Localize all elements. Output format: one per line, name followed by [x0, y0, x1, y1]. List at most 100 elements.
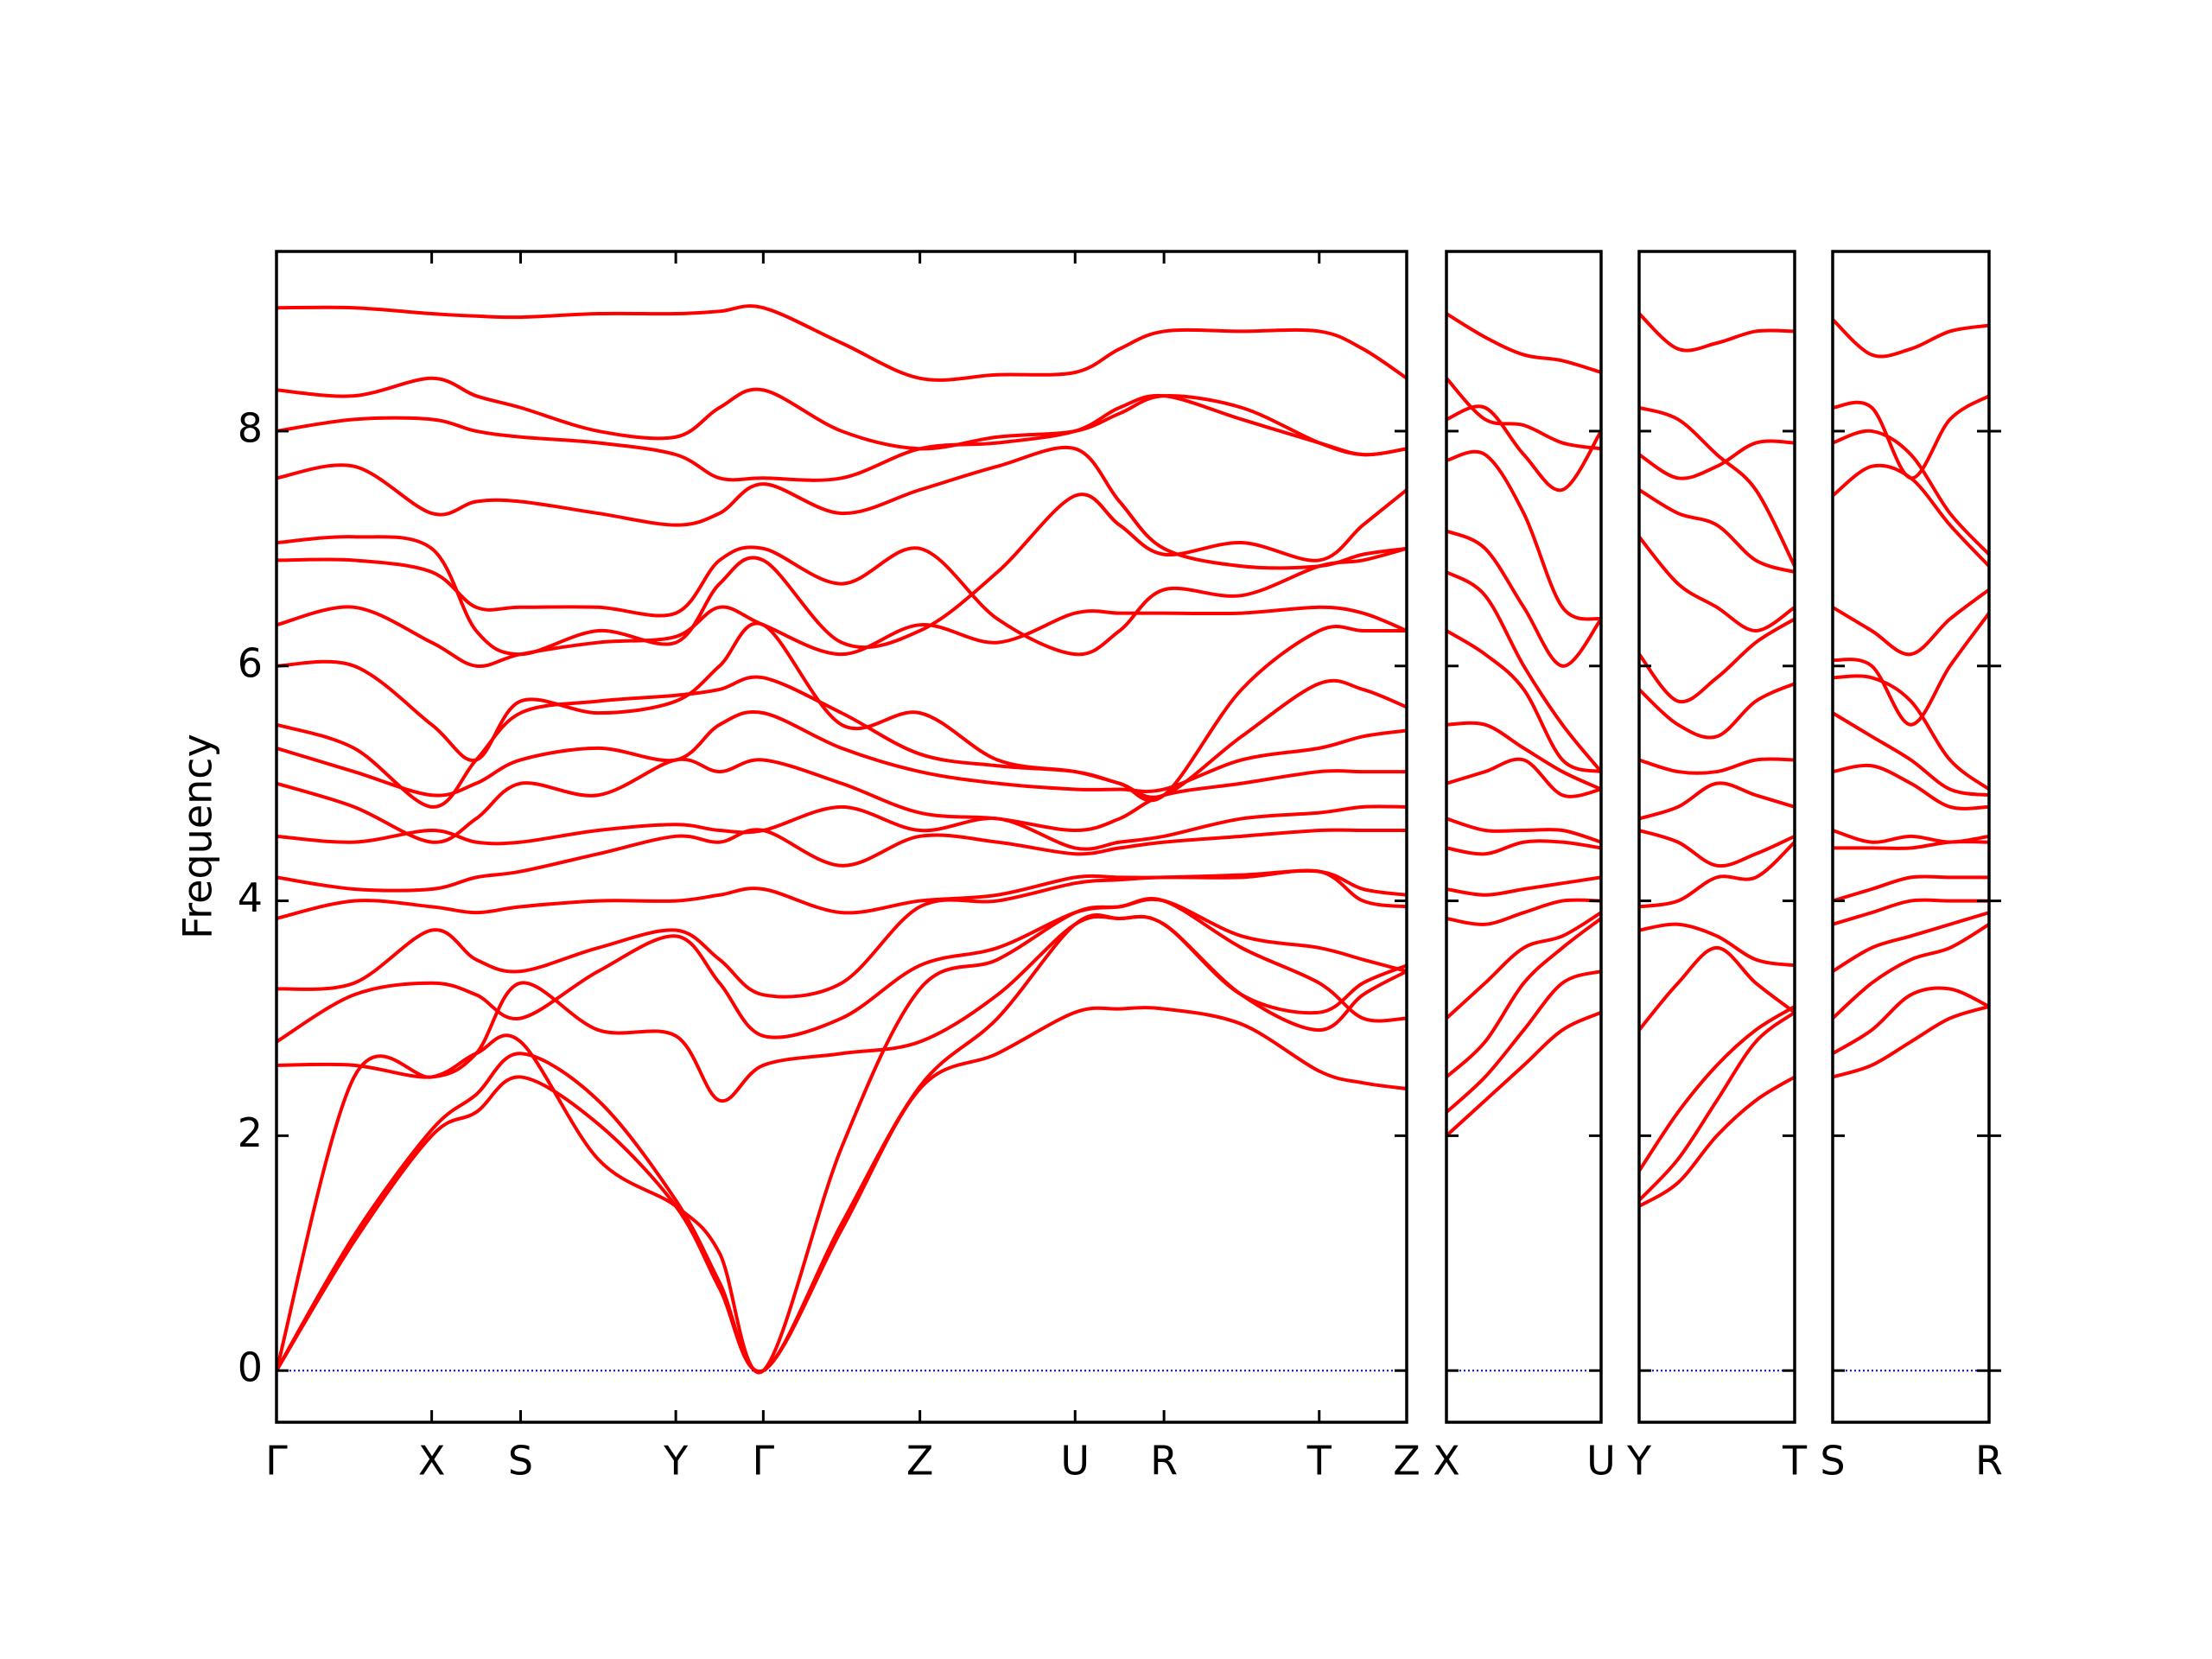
band-line: [1639, 1005, 1795, 1173]
band-line: [1833, 394, 1989, 480]
plot-frame: [1637, 250, 1796, 1424]
band-line: [276, 1006, 1407, 1374]
band-line: [1833, 840, 1989, 850]
x-tick-label: S: [1820, 1438, 1845, 1484]
y-tick-label: 2: [238, 1109, 263, 1156]
band-line: [1833, 711, 1989, 798]
plot-area: [276, 304, 1407, 1375]
band-line: [1639, 488, 1795, 574]
band-line: [276, 621, 1407, 803]
band-line: [1446, 312, 1601, 374]
x-tick-label: U: [1586, 1438, 1616, 1484]
x-tick-label: Γ: [265, 1438, 288, 1484]
y-axis-label: Frequency: [175, 734, 221, 939]
band-line: [1833, 898, 1989, 926]
x-tick-label: Y: [663, 1438, 689, 1484]
y-tick-label: 6: [238, 639, 263, 686]
band-line: [1446, 911, 1601, 1020]
y-tick-label: 0: [238, 1344, 263, 1391]
band-line: [1639, 922, 1795, 968]
band-line: [1833, 986, 1989, 1055]
band-line: [1833, 612, 1989, 727]
band-line: [1833, 463, 1989, 568]
band-line: [1639, 405, 1795, 568]
band-line: [276, 304, 1407, 382]
band-line: [276, 757, 1407, 844]
plot-frame: [275, 250, 1408, 1424]
band-line: [276, 605, 1407, 669]
band-line: [1833, 763, 1989, 810]
band-line: [276, 545, 1407, 657]
plot-frame: [1445, 250, 1603, 1424]
band-line: [276, 446, 1407, 570]
band-line: [1639, 535, 1795, 632]
band-line: [276, 868, 1407, 920]
band-line: [1446, 969, 1601, 1114]
band-line: [1833, 429, 1989, 556]
band-line: [276, 488, 1407, 657]
band-line: [1446, 917, 1601, 1078]
band-line: [276, 828, 1407, 893]
band-line: [1446, 839, 1601, 856]
band-line: [1639, 781, 1795, 821]
plot-area: [1833, 318, 1989, 1372]
band-line: [1639, 1011, 1795, 1202]
band-line: [1639, 829, 1795, 868]
band-line: [276, 868, 1407, 999]
band-line: [1833, 1004, 1989, 1079]
band-line: [1639, 1075, 1795, 1208]
plot-frame: [1831, 250, 1991, 1424]
band-line: [276, 896, 1407, 1375]
band-line: [1446, 404, 1601, 493]
band-line: [1639, 682, 1795, 740]
band-line: [1639, 312, 1795, 353]
band-line: [1639, 757, 1795, 775]
x-tick-label: Z: [1393, 1438, 1421, 1484]
band-line: [1446, 529, 1601, 668]
band-line: [276, 914, 1407, 1103]
band-line: [1446, 875, 1601, 897]
band-line: [276, 804, 1407, 851]
y-tick-label: 4: [238, 874, 263, 921]
band-line: [1833, 911, 1989, 973]
band-line: [1446, 817, 1601, 844]
band-line: [1446, 721, 1601, 791]
x-tick-label: T: [1306, 1438, 1332, 1484]
x-tick-label: Γ: [753, 1438, 775, 1484]
x-tick-label: R: [1975, 1438, 2003, 1484]
band-line: [1833, 923, 1989, 1020]
band-line: [1446, 898, 1601, 926]
band-line: [1446, 449, 1601, 621]
band-line: [1833, 674, 1989, 791]
x-tick-label: Y: [1626, 1438, 1652, 1484]
band-line: [1446, 1010, 1601, 1137]
band-line: [1446, 377, 1601, 451]
band-line: [276, 897, 1407, 1044]
band-line: [1446, 570, 1601, 773]
band-line: [276, 376, 1407, 457]
x-tick-label: R: [1150, 1438, 1178, 1484]
plot-area: [1639, 312, 1795, 1372]
band-line: [1639, 841, 1795, 909]
x-tick-label: X: [418, 1438, 446, 1484]
x-tick-label: U: [1060, 1438, 1090, 1484]
band-line: [1833, 588, 1989, 657]
band-line: [1446, 629, 1601, 774]
band-line: [276, 710, 1407, 798]
y-tick-label: 8: [238, 404, 263, 451]
band-line: [276, 675, 1407, 809]
x-tick-label: T: [1782, 1438, 1808, 1484]
band-line: [1833, 829, 1989, 844]
band-line: [1833, 874, 1989, 903]
band-line: [1639, 617, 1795, 704]
x-tick-label: X: [1433, 1438, 1460, 1484]
x-tick-label: Z: [906, 1438, 934, 1484]
band-line: [1833, 318, 1989, 359]
x-tick-label: S: [508, 1438, 533, 1484]
band-line: [1639, 945, 1795, 1032]
band-line: [1446, 757, 1601, 798]
band-line: [1639, 439, 1795, 480]
band-line: [276, 393, 1407, 482]
